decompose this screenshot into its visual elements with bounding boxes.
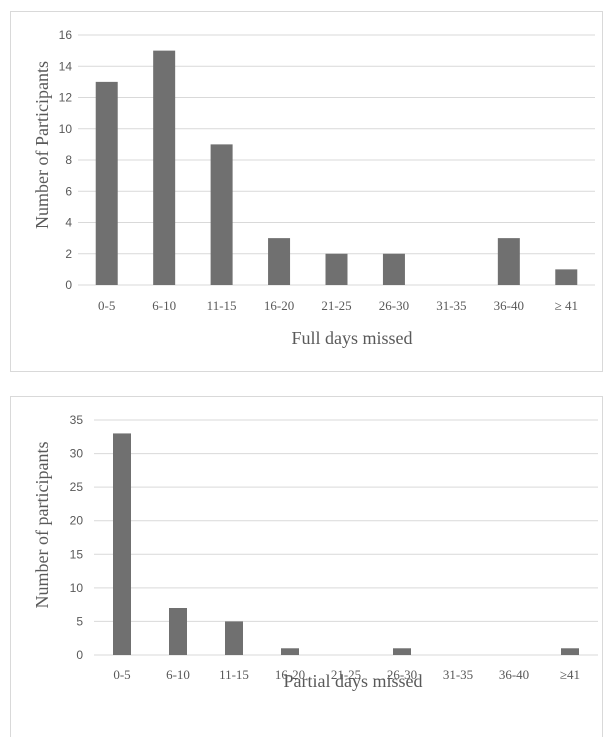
y-axis-title: Number of participants [32,442,52,609]
bar [561,648,579,655]
x-tick-label: 11-15 [207,298,237,313]
x-tick-label: 6-10 [166,667,190,682]
bar [393,648,411,655]
x-tick-label: 36-40 [499,667,529,682]
y-tick-label: 25 [70,480,84,494]
y-tick-label: 12 [59,91,73,105]
x-axis-title: Full days missed [291,328,412,348]
bar [268,238,291,285]
y-tick-label: 4 [65,216,72,230]
y-tick-label: 8 [65,153,72,167]
x-tick-label: 21-25 [331,667,361,682]
x-tick-label: ≥41 [560,667,580,682]
bar [225,621,243,655]
bar [153,50,176,285]
y-tick-label: 2 [65,247,72,261]
bar [555,269,578,285]
y-tick-label: 30 [70,447,84,461]
x-tick-label: 26-30 [387,667,417,682]
bar [497,238,520,285]
y-tick-label: 14 [59,59,73,73]
bar [95,81,118,285]
x-tick-label: ≥ 41 [555,298,578,313]
bar [113,433,131,655]
partial-days-chart-panel: 0 5 10 15 20 25 30 35 0-5 6-10 11-15 16-20 21-25 26-… [10,396,603,737]
y-tick-label: 0 [65,278,72,292]
y-tick-label: 0 [76,648,83,662]
bar [210,144,233,285]
full-days-chart: 0 2 4 6 8 10 12 14 16 0-5 6-10 11-15 16-20 21-25 26-3… [32,28,595,348]
x-tick-label: 0-5 [98,298,115,313]
y-axis-title: Number of Participants [32,61,52,229]
x-tick-label: 26-30 [379,298,409,313]
x-tick-label: 16-20 [275,667,305,682]
x-tick-label: 0-5 [113,667,130,682]
bar [281,648,299,655]
y-tick-label: 10 [70,581,84,595]
bar [325,253,348,285]
x-tick-label: 11-15 [219,667,249,682]
x-axis-title: Partial days missed [284,671,423,691]
bar [382,253,405,285]
y-tick-label: 35 [70,413,84,427]
x-tick-label: 36-40 [494,298,524,313]
y-tick-label: 6 [65,184,72,198]
y-tick-label: 10 [59,122,73,136]
full-days-chart-panel: 0 2 4 6 8 10 12 14 16 0-5 6-10 11-15 16-20 21-25 26-3… [10,11,603,372]
y-tick-label: 20 [70,514,84,528]
x-tick-label: 31-35 [443,667,473,682]
x-tick-label: 6-10 [152,298,176,313]
y-tick-label: 16 [59,28,73,42]
x-tick-label: 31-35 [436,298,466,313]
y-tick-label: 5 [76,614,83,628]
partial-days-chart: 0 5 10 15 20 25 30 35 0-5 6-10 11-15 16-20 21-25 26-… [32,413,598,691]
x-tick-label: 16-20 [264,298,294,313]
bar [169,608,187,655]
x-tick-label: 21-25 [321,298,351,313]
y-tick-label: 15 [70,547,84,561]
